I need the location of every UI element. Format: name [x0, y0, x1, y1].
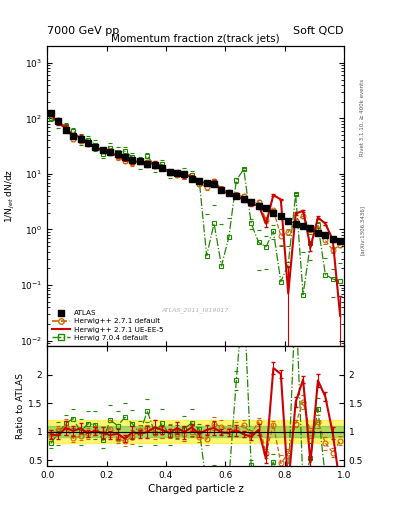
Text: [arXiv:1306.3436]: [arXiv:1306.3436] — [360, 205, 365, 255]
Bar — [47, 426, 344, 437]
Y-axis label: 1/N$_{jet}$ dN/dz: 1/N$_{jet}$ dN/dz — [4, 169, 17, 223]
Text: 7000 GeV pp: 7000 GeV pp — [47, 26, 119, 36]
Text: ATLAS_2011_I919017: ATLAS_2011_I919017 — [162, 307, 229, 313]
Bar — [47, 420, 344, 443]
Text: Rivet 3.1.10, ≥ 400k events: Rivet 3.1.10, ≥ 400k events — [360, 79, 365, 156]
X-axis label: Charged particle z: Charged particle z — [148, 484, 243, 494]
Y-axis label: Ratio to ATLAS: Ratio to ATLAS — [16, 373, 25, 439]
Legend: ATLAS, Herwig++ 2.7.1 default, Herwig++ 2.7.1 UE-EE-5, Herwig 7.0.4 default: ATLAS, Herwig++ 2.7.1 default, Herwig++ … — [51, 309, 165, 343]
Text: Soft QCD: Soft QCD — [294, 26, 344, 36]
Title: Momentum fraction z(track jets): Momentum fraction z(track jets) — [111, 34, 280, 44]
